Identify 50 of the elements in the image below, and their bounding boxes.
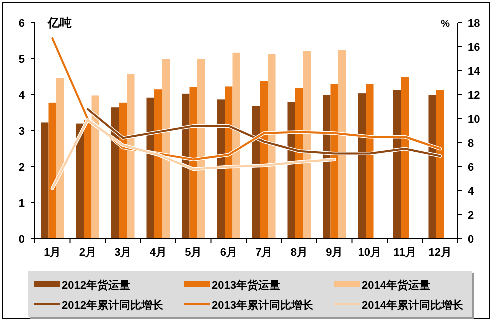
bar [48,102,57,239]
x-tick-label: 1月 [44,247,62,259]
legend-label: 2013年货运量 [212,279,280,292]
y2-tick-label: 0 [468,234,474,246]
x-tick-label: 10月 [358,247,382,259]
x-tick-label: 12月 [428,247,452,259]
x-tick-label: 8月 [290,247,308,259]
x-tick-label: 11月 [394,247,416,259]
y-tick-label: 3 [18,126,25,138]
y-tick-label: 2 [18,162,25,174]
y-tick-label: 1 [18,198,25,210]
x-tick-label: 5月 [185,247,202,259]
legend-label: 2014年累计同比增长 [362,299,464,312]
y2-axis-title: % [441,19,450,30]
bar [303,51,312,239]
x-tick-label: 3月 [114,247,132,259]
bar [127,74,135,239]
y2-tick-label: 14 [468,66,482,78]
x-tick-label: 9月 [326,247,344,259]
y2-tick-label: 12 [468,90,480,102]
y2-tick-label: 4 [468,186,475,198]
bar [84,120,92,239]
x-tick-label: 7月 [256,247,273,259]
y2-tick-label: 2 [468,210,474,222]
y2-tick-label: 18 [468,18,480,30]
bar [76,124,84,239]
y-axis-title: 亿吨 [47,16,72,30]
bar [338,50,346,239]
bar [92,96,100,239]
legend-label: 2012年货运量 [62,279,130,292]
bar [40,122,49,239]
x-tick-label: 6月 [220,247,238,259]
x-tick-label: 4月 [150,247,167,259]
x-tick-label: 2月 [79,247,96,259]
y-tick-label: 0 [18,234,25,246]
legend-label: 2013年累计同比增长 [212,299,314,312]
bar [268,54,276,239]
legend-label: 2014年货运量 [362,279,430,292]
bar [198,59,206,239]
y2-tick-label: 6 [468,162,474,174]
y-tick-label: 5 [18,54,25,66]
bar [232,52,241,239]
y-tick-label: 4 [18,90,26,102]
legend-label: 2012年累计同比增长 [62,299,164,312]
bar [162,59,170,239]
y2-tick-label: 8 [468,138,474,150]
y-tick-label: 6 [18,18,25,30]
bar [56,78,64,239]
y2-tick-label: 16 [468,42,480,54]
y2-tick-label: 10 [468,114,480,126]
